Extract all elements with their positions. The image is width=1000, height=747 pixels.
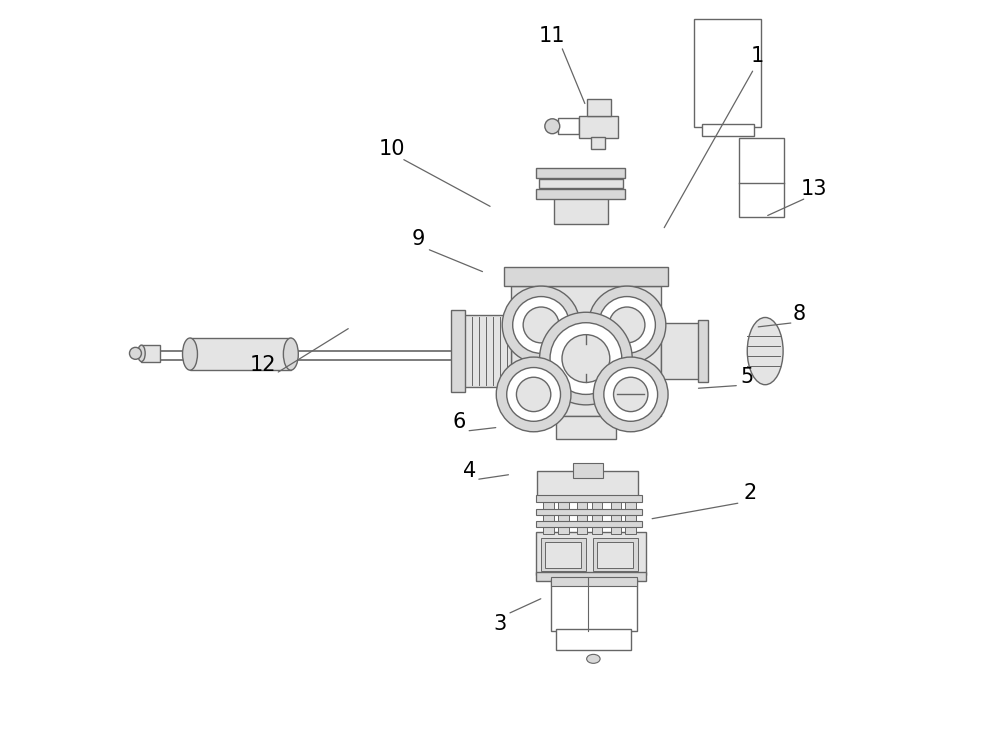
Bar: [551, 579, 637, 631]
Text: 6: 6: [452, 412, 466, 432]
Text: 12: 12: [249, 355, 276, 374]
Bar: [661, 323, 702, 379]
Bar: [536, 509, 642, 515]
Bar: [558, 118, 579, 134]
Bar: [541, 538, 586, 571]
Bar: [141, 345, 160, 362]
Bar: [536, 495, 642, 502]
Circle shape: [609, 307, 645, 343]
Text: 2: 2: [744, 483, 757, 503]
Bar: [536, 168, 625, 178]
Ellipse shape: [747, 317, 783, 385]
Bar: [451, 310, 465, 392]
Bar: [573, 463, 603, 478]
Bar: [504, 267, 668, 285]
Text: 4: 4: [463, 461, 477, 480]
Bar: [593, 538, 638, 571]
Circle shape: [496, 357, 571, 432]
Bar: [463, 315, 511, 387]
Bar: [537, 471, 638, 500]
Text: 10: 10: [378, 140, 405, 159]
Circle shape: [507, 368, 561, 421]
Bar: [577, 497, 587, 534]
Bar: [611, 497, 621, 534]
Ellipse shape: [587, 654, 600, 663]
Bar: [556, 629, 631, 650]
Bar: [554, 198, 608, 224]
Circle shape: [593, 357, 668, 432]
Bar: [694, 19, 761, 127]
Text: 1: 1: [751, 46, 764, 66]
Bar: [587, 99, 611, 116]
Bar: [592, 497, 602, 534]
Circle shape: [513, 297, 569, 353]
Bar: [539, 179, 623, 188]
Bar: [536, 532, 646, 575]
Circle shape: [599, 297, 655, 353]
Bar: [702, 124, 754, 136]
Circle shape: [523, 307, 559, 343]
Circle shape: [588, 286, 666, 364]
Bar: [536, 521, 642, 527]
Bar: [739, 138, 784, 217]
Bar: [536, 189, 625, 199]
Text: 11: 11: [539, 26, 566, 46]
Bar: [625, 497, 636, 534]
Circle shape: [604, 368, 658, 421]
Ellipse shape: [283, 338, 298, 370]
Text: 5: 5: [740, 368, 753, 387]
Circle shape: [614, 377, 648, 412]
Bar: [597, 542, 633, 568]
Ellipse shape: [138, 345, 145, 362]
Bar: [511, 286, 661, 417]
Bar: [543, 497, 554, 534]
Text: 9: 9: [411, 229, 425, 249]
Circle shape: [129, 347, 141, 359]
Circle shape: [562, 335, 610, 382]
Bar: [698, 320, 708, 382]
Bar: [536, 572, 646, 581]
Circle shape: [545, 119, 560, 134]
Circle shape: [550, 323, 622, 394]
Bar: [579, 116, 618, 138]
Ellipse shape: [183, 338, 197, 370]
Bar: [551, 577, 637, 586]
Bar: [545, 542, 581, 568]
Text: 13: 13: [800, 179, 827, 199]
Bar: [190, 338, 291, 370]
Circle shape: [516, 377, 551, 412]
Circle shape: [502, 286, 580, 364]
Bar: [591, 137, 605, 149]
Text: 3: 3: [493, 614, 507, 633]
Bar: [558, 497, 569, 534]
Circle shape: [540, 312, 632, 405]
Text: 8: 8: [792, 304, 805, 323]
Bar: [556, 417, 616, 439]
